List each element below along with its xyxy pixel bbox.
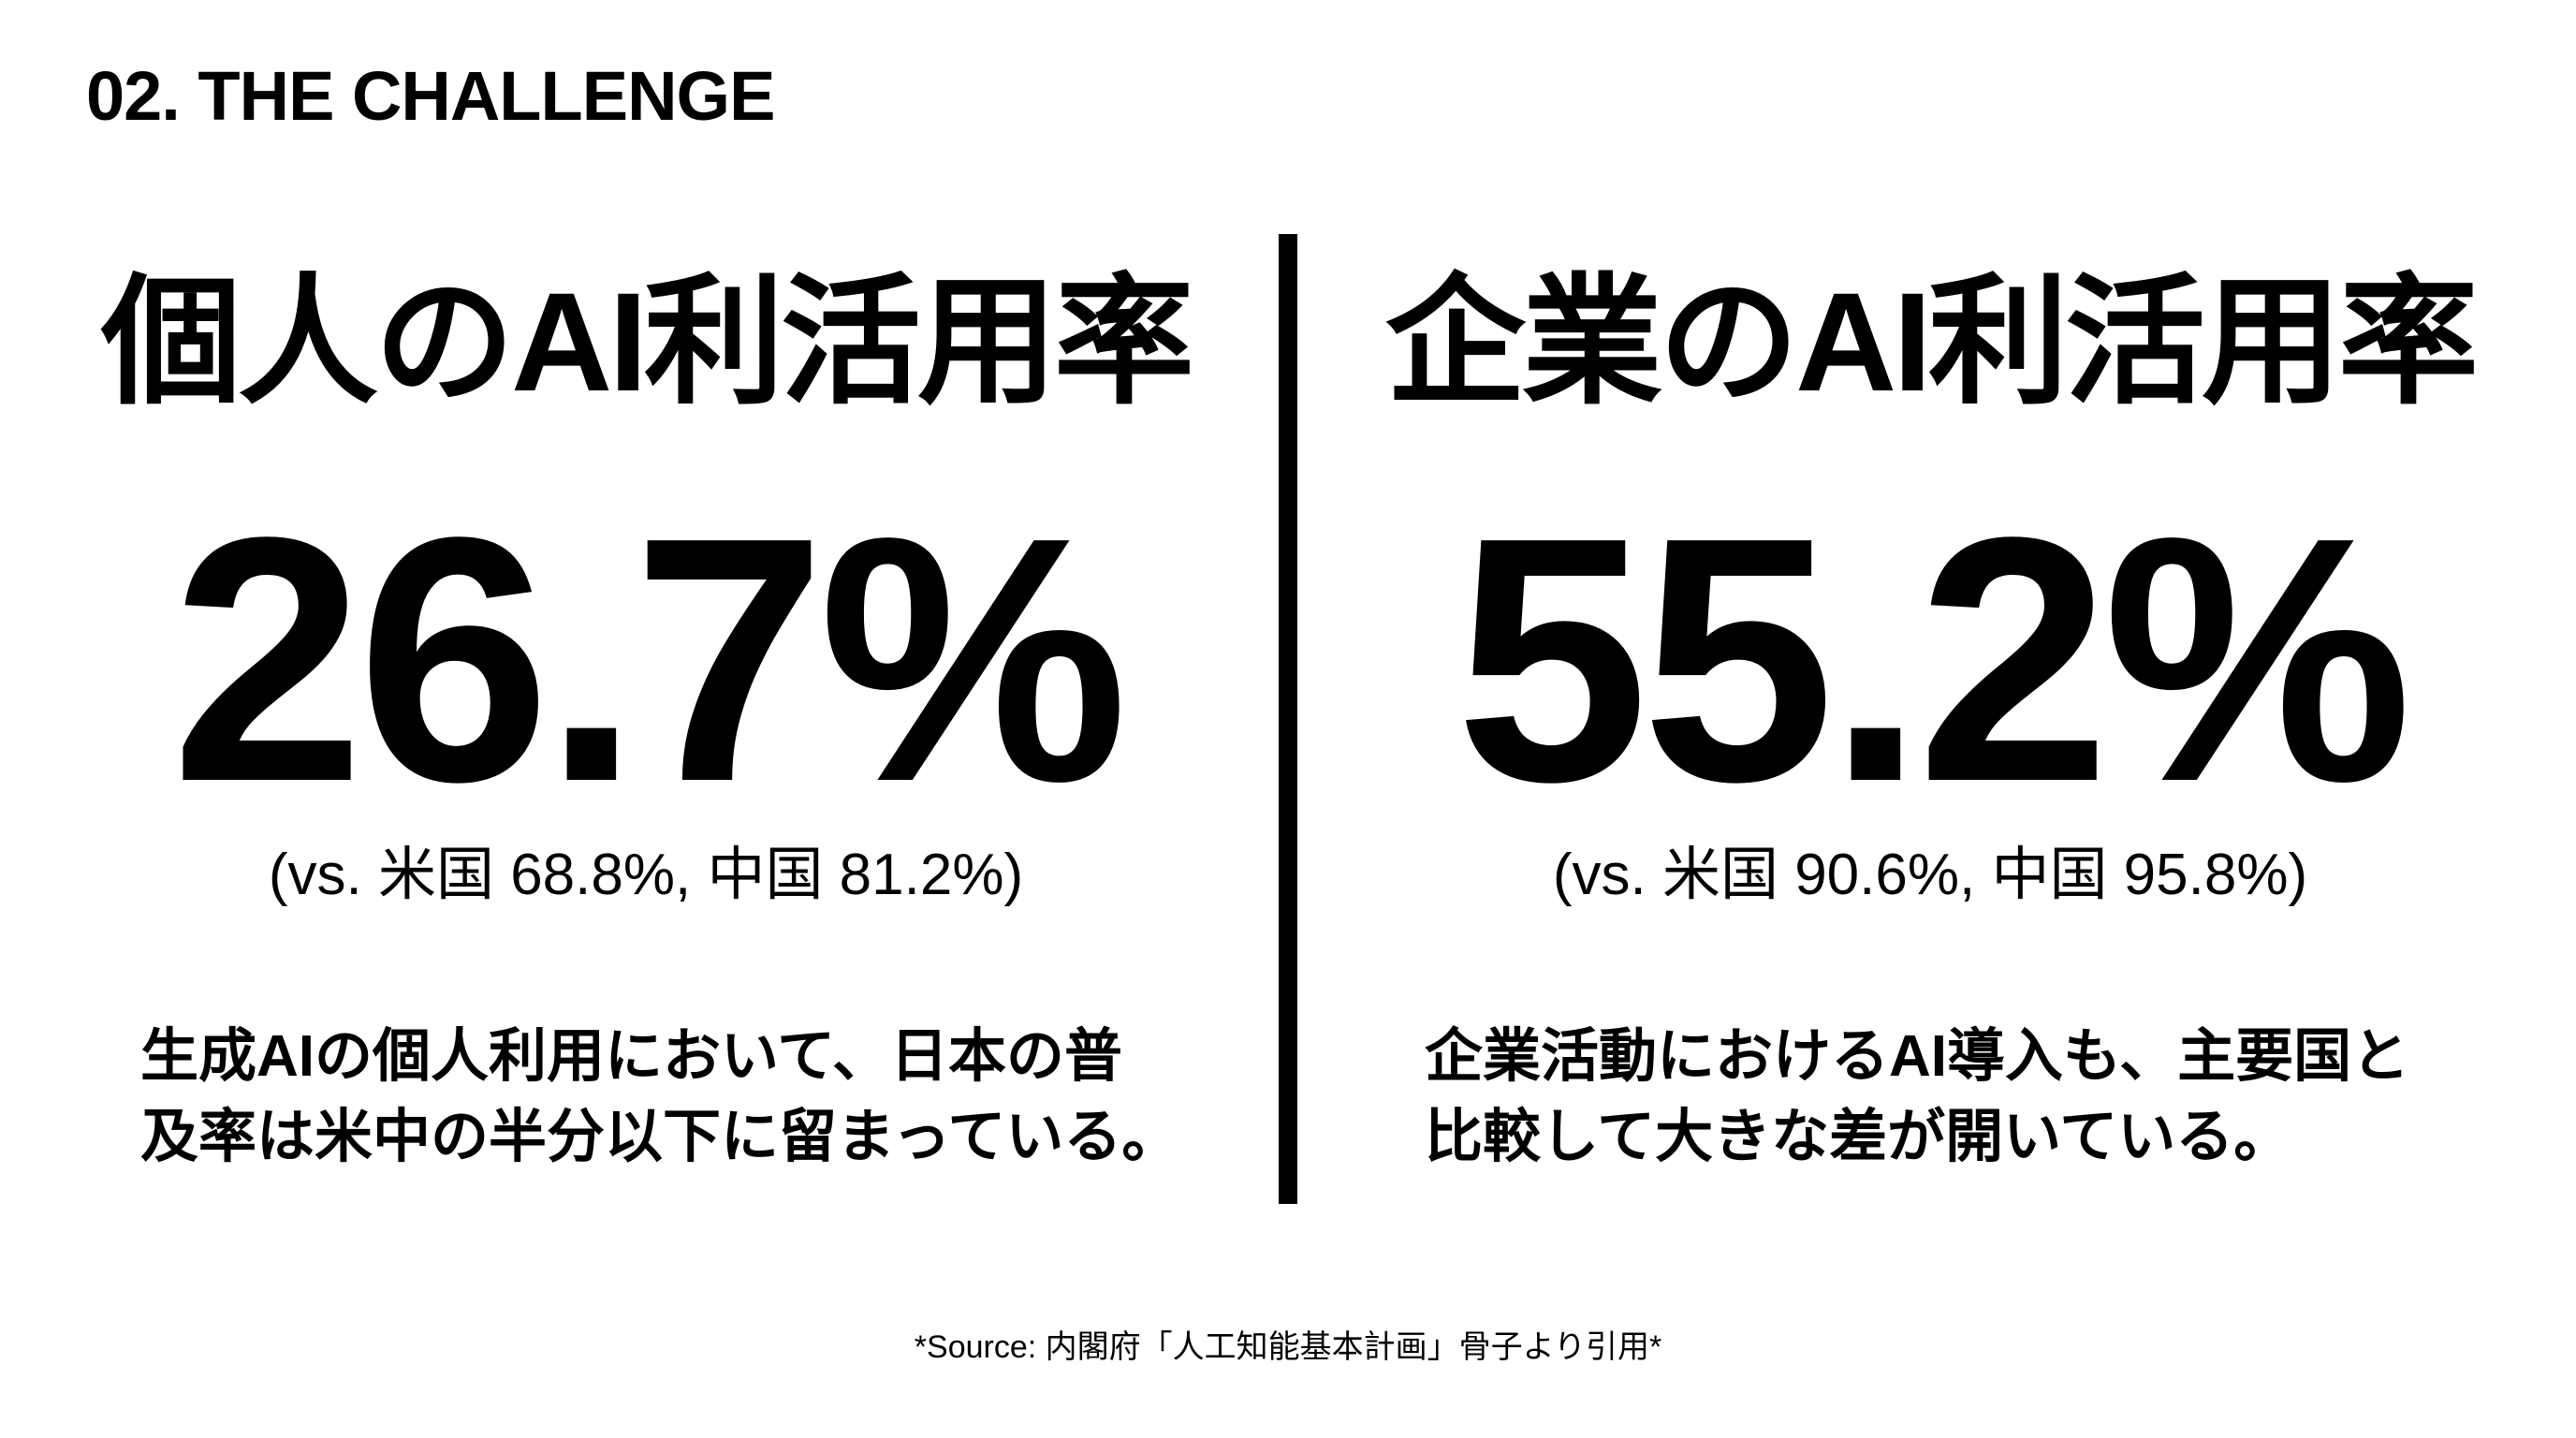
- enterprise-usage-stat: 55.2%: [1455, 464, 2413, 854]
- description-line: 企業活動におけるAI導入も、主要国と: [1425, 1024, 2410, 1089]
- enterprise-description: 企業活動におけるAI導入も、主要国と 比較して大きな差が開いている。: [1425, 1017, 2409, 1178]
- vertical-divider: [1279, 234, 1297, 1204]
- description-line: 比較して大きな差が開いている。: [1425, 1105, 2292, 1169]
- enterprise-heading: 企業のAI利活用率: [1384, 263, 2479, 420]
- individual-comparison: (vs. 米国 68.8%, 中国 81.2%): [268, 843, 1024, 907]
- enterprise-comparison: (vs. 米国 90.6%, 中国 95.8%): [1552, 843, 2308, 907]
- individual-description: 生成AIの個人利用において、日本の普 及率は米中の半分以下に留まっている。: [140, 1017, 1179, 1178]
- description-line: 及率は米中の半分以下に留まっている。: [140, 1105, 1180, 1169]
- individual-heading: 個人のAI利活用率: [100, 263, 1194, 420]
- source-citation: *Source: 内閣府「人工知能基本計画」骨子より引用*: [914, 1329, 1662, 1365]
- individual-ai-usage-panel: 個人のAI利活用率 26.7% (vs. 米国 68.8%, 中国 81.2%)…: [56, 0, 1236, 1438]
- enterprise-ai-usage-panel: 企業のAI利活用率 55.2% (vs. 米国 90.6%, 中国 95.8%)…: [1340, 0, 2520, 1438]
- section-title: 02. THE CHALLENGE: [86, 57, 775, 135]
- description-line: 生成AIの個人利用において、日本の普: [140, 1024, 1123, 1089]
- individual-usage-stat: 26.7%: [170, 464, 1129, 854]
